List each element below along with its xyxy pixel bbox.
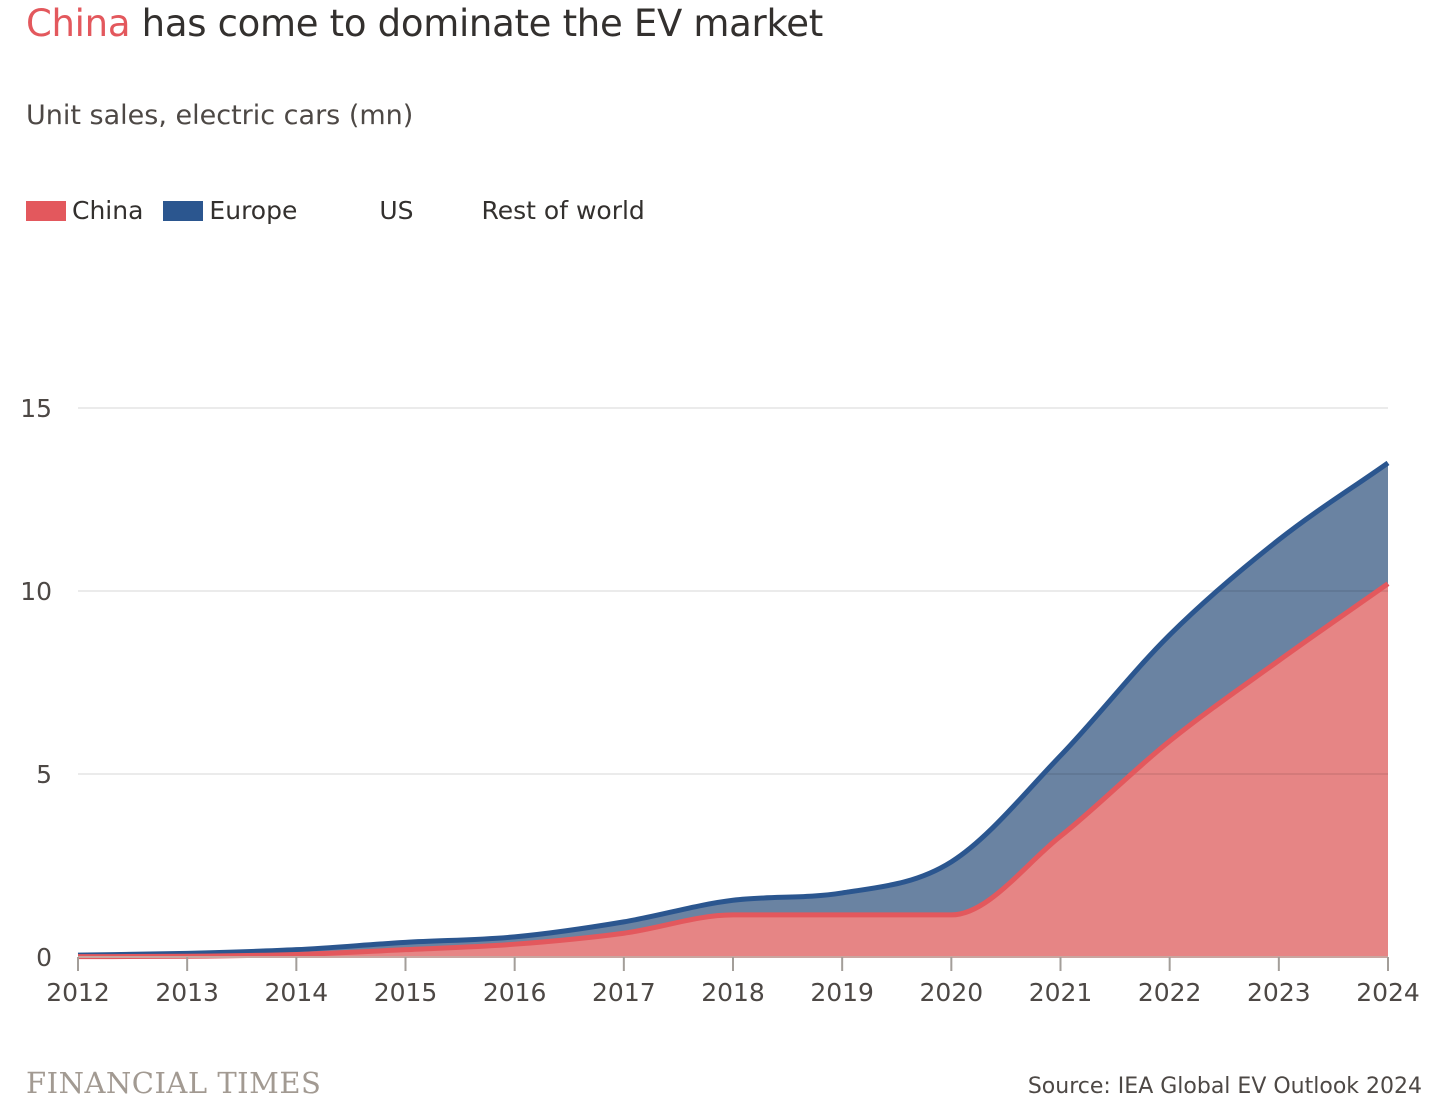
- x-tick-label-2023: 2023: [1247, 978, 1311, 1007]
- legend-item-europe: Europe: [163, 196, 297, 225]
- x-tick-label-2013: 2013: [155, 978, 219, 1007]
- x-tick-label-2018: 2018: [701, 978, 765, 1007]
- y-tick-label-5: 5: [36, 760, 52, 789]
- legend-swatch-china: [26, 200, 66, 221]
- x-tick-label-2021: 2021: [1029, 978, 1093, 1007]
- x-tick-label-2019: 2019: [810, 978, 874, 1007]
- y-tick-label-0: 0: [36, 943, 52, 972]
- legend-item-china: China: [26, 196, 143, 225]
- x-tick-label-2022: 2022: [1138, 978, 1202, 1007]
- x-tick-label-2012: 2012: [46, 978, 110, 1007]
- x-tick-label-2020: 2020: [920, 978, 984, 1007]
- x-tick-label-2014: 2014: [265, 978, 329, 1007]
- title-text: has come to dominate the EV market: [130, 2, 824, 45]
- chart-subtitle: Unit sales, electric cars (mn): [26, 100, 414, 131]
- y-tick-label-15: 15: [20, 394, 52, 423]
- ft-logo: FINANCIAL TIMES: [26, 1066, 322, 1100]
- line-china: [77, 581, 1390, 960]
- legend-item-us: US: [379, 196, 414, 225]
- area-china: [78, 583, 1388, 957]
- title-highlight: China: [26, 2, 131, 45]
- chart-title: China has come to dominate the EV market: [26, 2, 823, 45]
- source-note: Source: IEA Global EV Outlook 2024: [1027, 1074, 1422, 1099]
- y-tick-label-10: 10: [20, 577, 52, 606]
- legend: China Europe US Rest of world: [26, 196, 665, 225]
- line-europe: [77, 460, 1390, 958]
- legend-item-rest-of-world: Rest of world: [481, 196, 645, 225]
- x-tick-label-2017: 2017: [592, 978, 656, 1007]
- x-tick-label-2024: 2024: [1356, 978, 1420, 1007]
- legend-swatch-europe: [163, 200, 204, 221]
- x-tick-label-2015: 2015: [374, 978, 438, 1007]
- x-tick-label-2016: 2016: [483, 978, 547, 1007]
